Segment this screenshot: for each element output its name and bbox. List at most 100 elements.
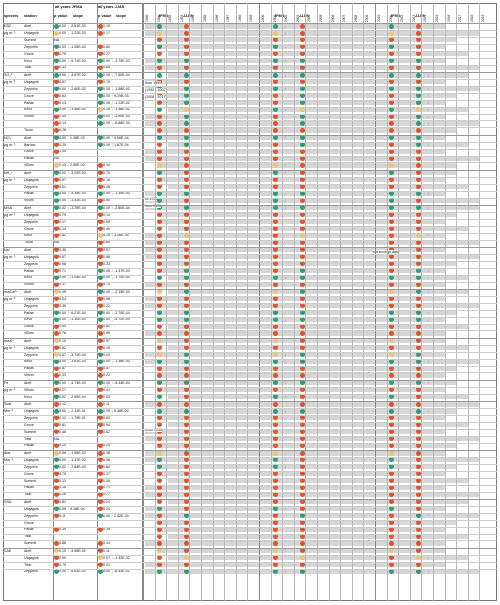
jfma-period-dot — [273, 120, 278, 126]
jfma-period-dot — [273, 212, 278, 218]
jfma-p-value: 0.88 — [59, 541, 66, 546]
jfma-period-dot — [157, 268, 162, 274]
jfma-slope: -3.02E-03 — [70, 170, 86, 175]
species-label: EBC — [4, 24, 12, 28]
jfma-period-dot — [157, 226, 162, 232]
jfma-period-dot — [157, 44, 162, 50]
jjas-period-dot — [416, 323, 421, 329]
jfma-period-dot — [389, 352, 394, 358]
jfma-period-dot — [273, 303, 278, 309]
arrow-down-icon: ↓ — [284, 275, 287, 280]
annotation-note: (2008 - 2017) — [145, 95, 167, 99]
jjas-period-dot — [416, 485, 421, 490]
jjas-significance-dot — [98, 120, 103, 126]
jfma-significance-dot — [54, 93, 59, 99]
jfma-slope: -2.41E-01 — [70, 408, 86, 413]
jfma-slope: -4.73E-04 — [70, 380, 86, 385]
jfma-p-value: 0.02 — [59, 205, 66, 210]
jjas-period-dot — [300, 429, 305, 435]
jfma-significance-dot — [54, 197, 59, 203]
jjas-p-value: 0.00 — [103, 121, 110, 126]
year-gridline — [444, 3, 446, 601]
row-separator — [3, 141, 497, 143]
arrow-up-icon: ↑ — [427, 142, 430, 148]
jjas-p-value: 0.77 — [103, 492, 110, 497]
jjas-significance-dot — [98, 513, 103, 519]
jjas-slope: -1.22E-02 — [114, 100, 130, 105]
year-label: 2000 — [261, 14, 265, 22]
jjas-period-dot — [416, 79, 421, 85]
jjas-period-dot — [300, 569, 305, 574]
jjas-period-dot — [184, 254, 189, 260]
jjas-p-value: 0.56 — [103, 457, 110, 462]
jfma-period-dot — [157, 450, 162, 456]
header-jfma-2010s: JFMA — [390, 13, 401, 18]
data-coverage-bar — [156, 464, 457, 470]
jfma-p-value: 0.12 — [59, 402, 66, 406]
jfma-p-value: 0.11 — [59, 513, 66, 518]
jfma-period-dot — [157, 275, 162, 280]
jjas-p-value: 0.22 — [103, 373, 110, 378]
jfma-period-dot — [157, 533, 162, 539]
row-separator — [3, 232, 497, 234]
jfma-p-value: 0.51 — [59, 184, 66, 189]
data-coverage-bar — [145, 540, 445, 546]
row-separator — [3, 428, 497, 430]
column-separator — [97, 3, 98, 601]
jfma-period-dot — [389, 197, 394, 203]
arrow-down-icon: ↓ — [284, 415, 287, 421]
jjas-p-value: 0.79 — [103, 79, 110, 84]
jjas-p-value: 0.82 — [103, 464, 110, 469]
arrow-down-icon: ↓ — [111, 100, 114, 106]
arrow-down-icon: ↓ — [111, 359, 114, 364]
jjas-period-dot — [416, 289, 421, 295]
arrow-down-icon: ↓ — [67, 310, 70, 316]
jjas-p-value: 0.00 — [103, 569, 110, 574]
jfma-period-dot — [157, 162, 162, 168]
arrow-down-icon: ↓ — [284, 107, 287, 112]
jfma-period-dot — [157, 457, 162, 463]
jfma-period-dot — [389, 372, 394, 378]
row-separator — [3, 295, 497, 297]
jjas-significance-dot — [98, 478, 103, 484]
jfma-p-value: 0.00 — [59, 457, 66, 462]
year-gridline — [154, 3, 156, 601]
jjas-period-dot — [184, 72, 189, 78]
jfma-slope: -1.37E-02 — [70, 457, 86, 462]
jjas-p-value: 0.05 — [103, 191, 110, 196]
jjas-significance-dot — [98, 359, 103, 364]
jjas-period-dot — [416, 107, 421, 112]
jjas-period-dot — [416, 303, 421, 309]
row-separator — [3, 176, 497, 178]
header-jfma-1990s: JFMA — [158, 13, 169, 18]
jjas-period-dot — [184, 233, 189, 238]
jfma-period-dot — [389, 86, 394, 92]
jjas-period-dot — [416, 155, 421, 161]
jfma-significance-dot — [54, 457, 59, 463]
station-name: Tiksi — [24, 562, 32, 567]
jjas-period-dot — [184, 533, 189, 539]
jfma-significance-dot — [54, 79, 59, 85]
jjas-slope: -1.46E-02 — [114, 107, 130, 112]
arrow-down-icon: ↓ — [427, 310, 430, 316]
row-separator — [3, 64, 497, 66]
jfma-period-dot — [389, 162, 394, 168]
arrow-up-icon: ↑ — [427, 135, 430, 141]
jfma-period-dot — [157, 345, 162, 351]
jjas-significance-dot — [98, 261, 103, 267]
station-name: Alert — [24, 24, 32, 28]
jfma-period-dot — [273, 485, 278, 490]
jjas-significance-dot — [98, 23, 103, 29]
jjas-period-dot — [416, 394, 421, 400]
jjas-period-dot — [184, 478, 189, 484]
jfma-period-dot — [273, 100, 278, 106]
data-coverage-bar — [145, 429, 445, 435]
jfma-period-dot — [273, 142, 278, 148]
jfma-period-dot — [157, 520, 162, 526]
jfma-significance-dot — [54, 58, 59, 64]
jjas-period-dot — [300, 127, 305, 133]
arrow-down-icon: ↓ — [111, 107, 114, 112]
jjas-significance-dot — [98, 345, 103, 351]
jjas-period-dot — [184, 30, 189, 36]
jfma-p-value: 0.54 — [59, 296, 66, 301]
